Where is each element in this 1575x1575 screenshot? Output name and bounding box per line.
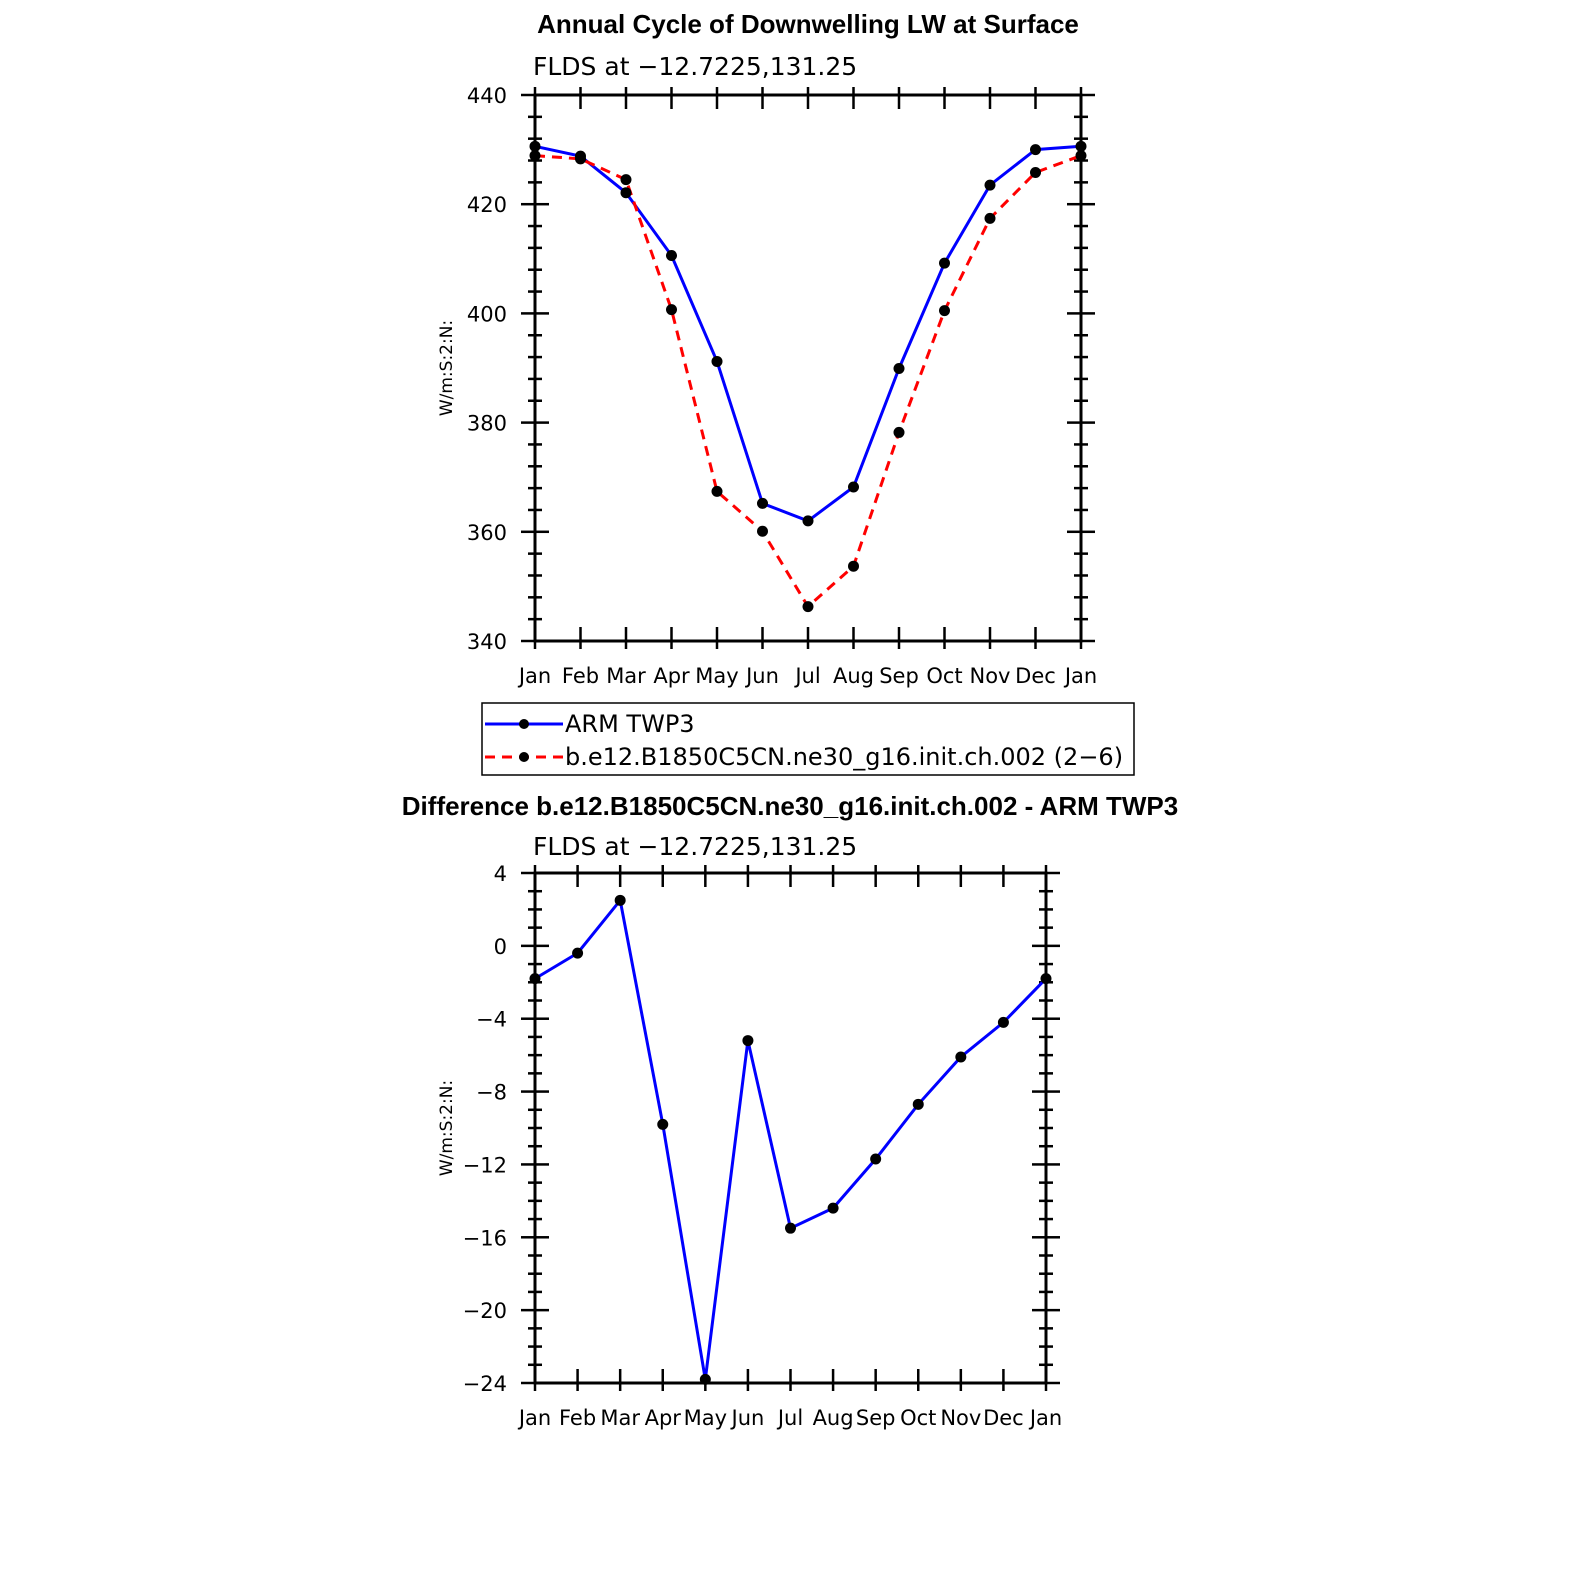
x-tick-label: Jun	[730, 1406, 765, 1430]
x-tick-label: Nov	[940, 1406, 981, 1430]
y-tick-label: 440	[467, 84, 507, 108]
x-tick-label: Sep	[856, 1406, 896, 1430]
x-tick-label: Dec	[983, 1406, 1024, 1430]
difference-chart: Difference b.e12.B1850C5CN.ne30_g16.init…	[402, 791, 1178, 1430]
series-line-0	[534, 896, 1048, 1380]
x-tick-label: Jun	[744, 664, 779, 688]
y-tick-label: 340	[467, 630, 507, 654]
x-tick-label: Jan	[517, 1406, 551, 1430]
x-tick-label: May	[695, 664, 738, 688]
data-point	[939, 305, 950, 317]
y-tick-label: −20	[463, 1299, 507, 1323]
y-tick-label: 420	[467, 193, 507, 217]
x-tick-label: Jan	[1028, 1406, 1062, 1430]
y-tick-label: 4	[494, 862, 507, 886]
x-tick-label: Sep	[879, 664, 919, 688]
data-point	[1030, 144, 1041, 156]
x-tick-label: Oct	[900, 1406, 936, 1430]
chart-title: Annual Cycle of Downwelling LW at Surfac…	[537, 9, 1079, 39]
data-point	[939, 257, 950, 269]
data-point	[848, 560, 859, 572]
chart-subtitle: FLDS at −12.7225,131.25	[533, 832, 857, 861]
data-point	[1075, 140, 1087, 152]
data-point	[620, 174, 632, 186]
x-tick-label: Aug	[833, 664, 874, 688]
y-tick-label: −8	[476, 1081, 507, 1105]
data-point	[912, 1098, 924, 1110]
plot-area: Jan Feb Mar Apr May Jun Jul Aug Sep Oct Nov Dec Jan 3…	[467, 84, 1097, 688]
legend-label-model: b.e12.B1850C5CN.ne30_g16.init.ch.002 (2−…	[565, 743, 1123, 771]
x-tick-label: Mar	[606, 664, 646, 688]
y-tick-label: 400	[467, 302, 507, 326]
y-tick-label: −24	[463, 1372, 507, 1396]
data-point	[802, 601, 814, 613]
y-tick-label: 360	[467, 521, 507, 545]
data-point	[1030, 167, 1041, 179]
data-point	[711, 485, 723, 497]
data-point	[893, 426, 905, 438]
y-tick-label: 0	[494, 935, 507, 959]
data-point	[827, 1202, 839, 1214]
chart-subtitle: FLDS at −12.7225,131.25	[533, 52, 857, 81]
data-point	[997, 1016, 1009, 1028]
data-point	[848, 481, 859, 493]
x-tick-label: Jan	[517, 664, 551, 688]
y-axis-label: W/m:S:2:N:	[437, 1080, 457, 1176]
data-point	[529, 140, 541, 152]
plot-area: Jan Feb Mar Apr May Jun Jul Aug Sep Oct Nov Dec Jan4…	[463, 862, 1063, 1430]
data-point	[757, 525, 768, 537]
data-point	[893, 363, 905, 375]
data-point	[711, 355, 723, 367]
x-tick-label: Jul	[793, 664, 820, 688]
y-tick-label: −4	[476, 1008, 507, 1032]
x-tick-label: May	[684, 1406, 727, 1430]
x-tick-label: Mar	[600, 1406, 640, 1430]
data-point	[529, 150, 541, 162]
data-point	[742, 1035, 754, 1047]
x-tick-label: Dec	[1015, 664, 1056, 688]
legend-label-arm: ARM TWP3	[565, 710, 695, 738]
x-tick-label: Oct	[926, 664, 962, 688]
data-point	[620, 187, 632, 199]
x-tick-label: Jan	[1063, 664, 1097, 688]
data-point	[657, 1118, 669, 1130]
data-point	[529, 973, 541, 985]
x-tick-label: Feb	[562, 664, 599, 688]
series-line-0	[534, 144, 1082, 523]
data-point	[614, 894, 626, 906]
data-point	[984, 212, 996, 224]
x-tick-label: Feb	[559, 1406, 596, 1430]
y-axis-label: W/m:S:2:N:	[437, 320, 457, 416]
data-point	[802, 515, 814, 527]
plot-frame	[533, 871, 1048, 1385]
data-point	[785, 1222, 796, 1234]
x-tick-label: Aug	[813, 1406, 854, 1430]
annual-cycle-chart: Annual Cycle of Downwelling LW at Surfac…	[437, 9, 1135, 776]
data-point	[757, 497, 768, 509]
legend: ARM TWP3 b.e12.B1850C5CN.ne30_g16.init.c…	[481, 702, 1135, 776]
data-point	[666, 250, 677, 262]
legend-marker-arm	[519, 719, 529, 729]
legend-box	[481, 702, 1135, 776]
data-point	[699, 1373, 711, 1385]
chart-title: Difference b.e12.B1850C5CN.ne30_g16.init…	[402, 791, 1178, 821]
data-point	[666, 304, 677, 316]
data-point	[575, 153, 586, 165]
x-tick-label: Nov	[970, 664, 1011, 688]
y-tick-label: −16	[463, 1226, 507, 1250]
data-point	[984, 179, 996, 191]
data-point	[870, 1153, 882, 1165]
y-tick-label: −12	[463, 1153, 507, 1177]
legend-marker-model	[519, 752, 529, 762]
data-point	[1075, 150, 1087, 162]
x-tick-label: Jul	[776, 1406, 803, 1430]
data-point	[572, 947, 584, 959]
data-point	[1040, 973, 1052, 985]
y-tick-label: 380	[467, 412, 507, 436]
data-point	[955, 1051, 967, 1063]
series-line-1	[534, 154, 1082, 609]
x-tick-label: Apr	[653, 664, 690, 688]
x-tick-label: Apr	[645, 1406, 682, 1430]
